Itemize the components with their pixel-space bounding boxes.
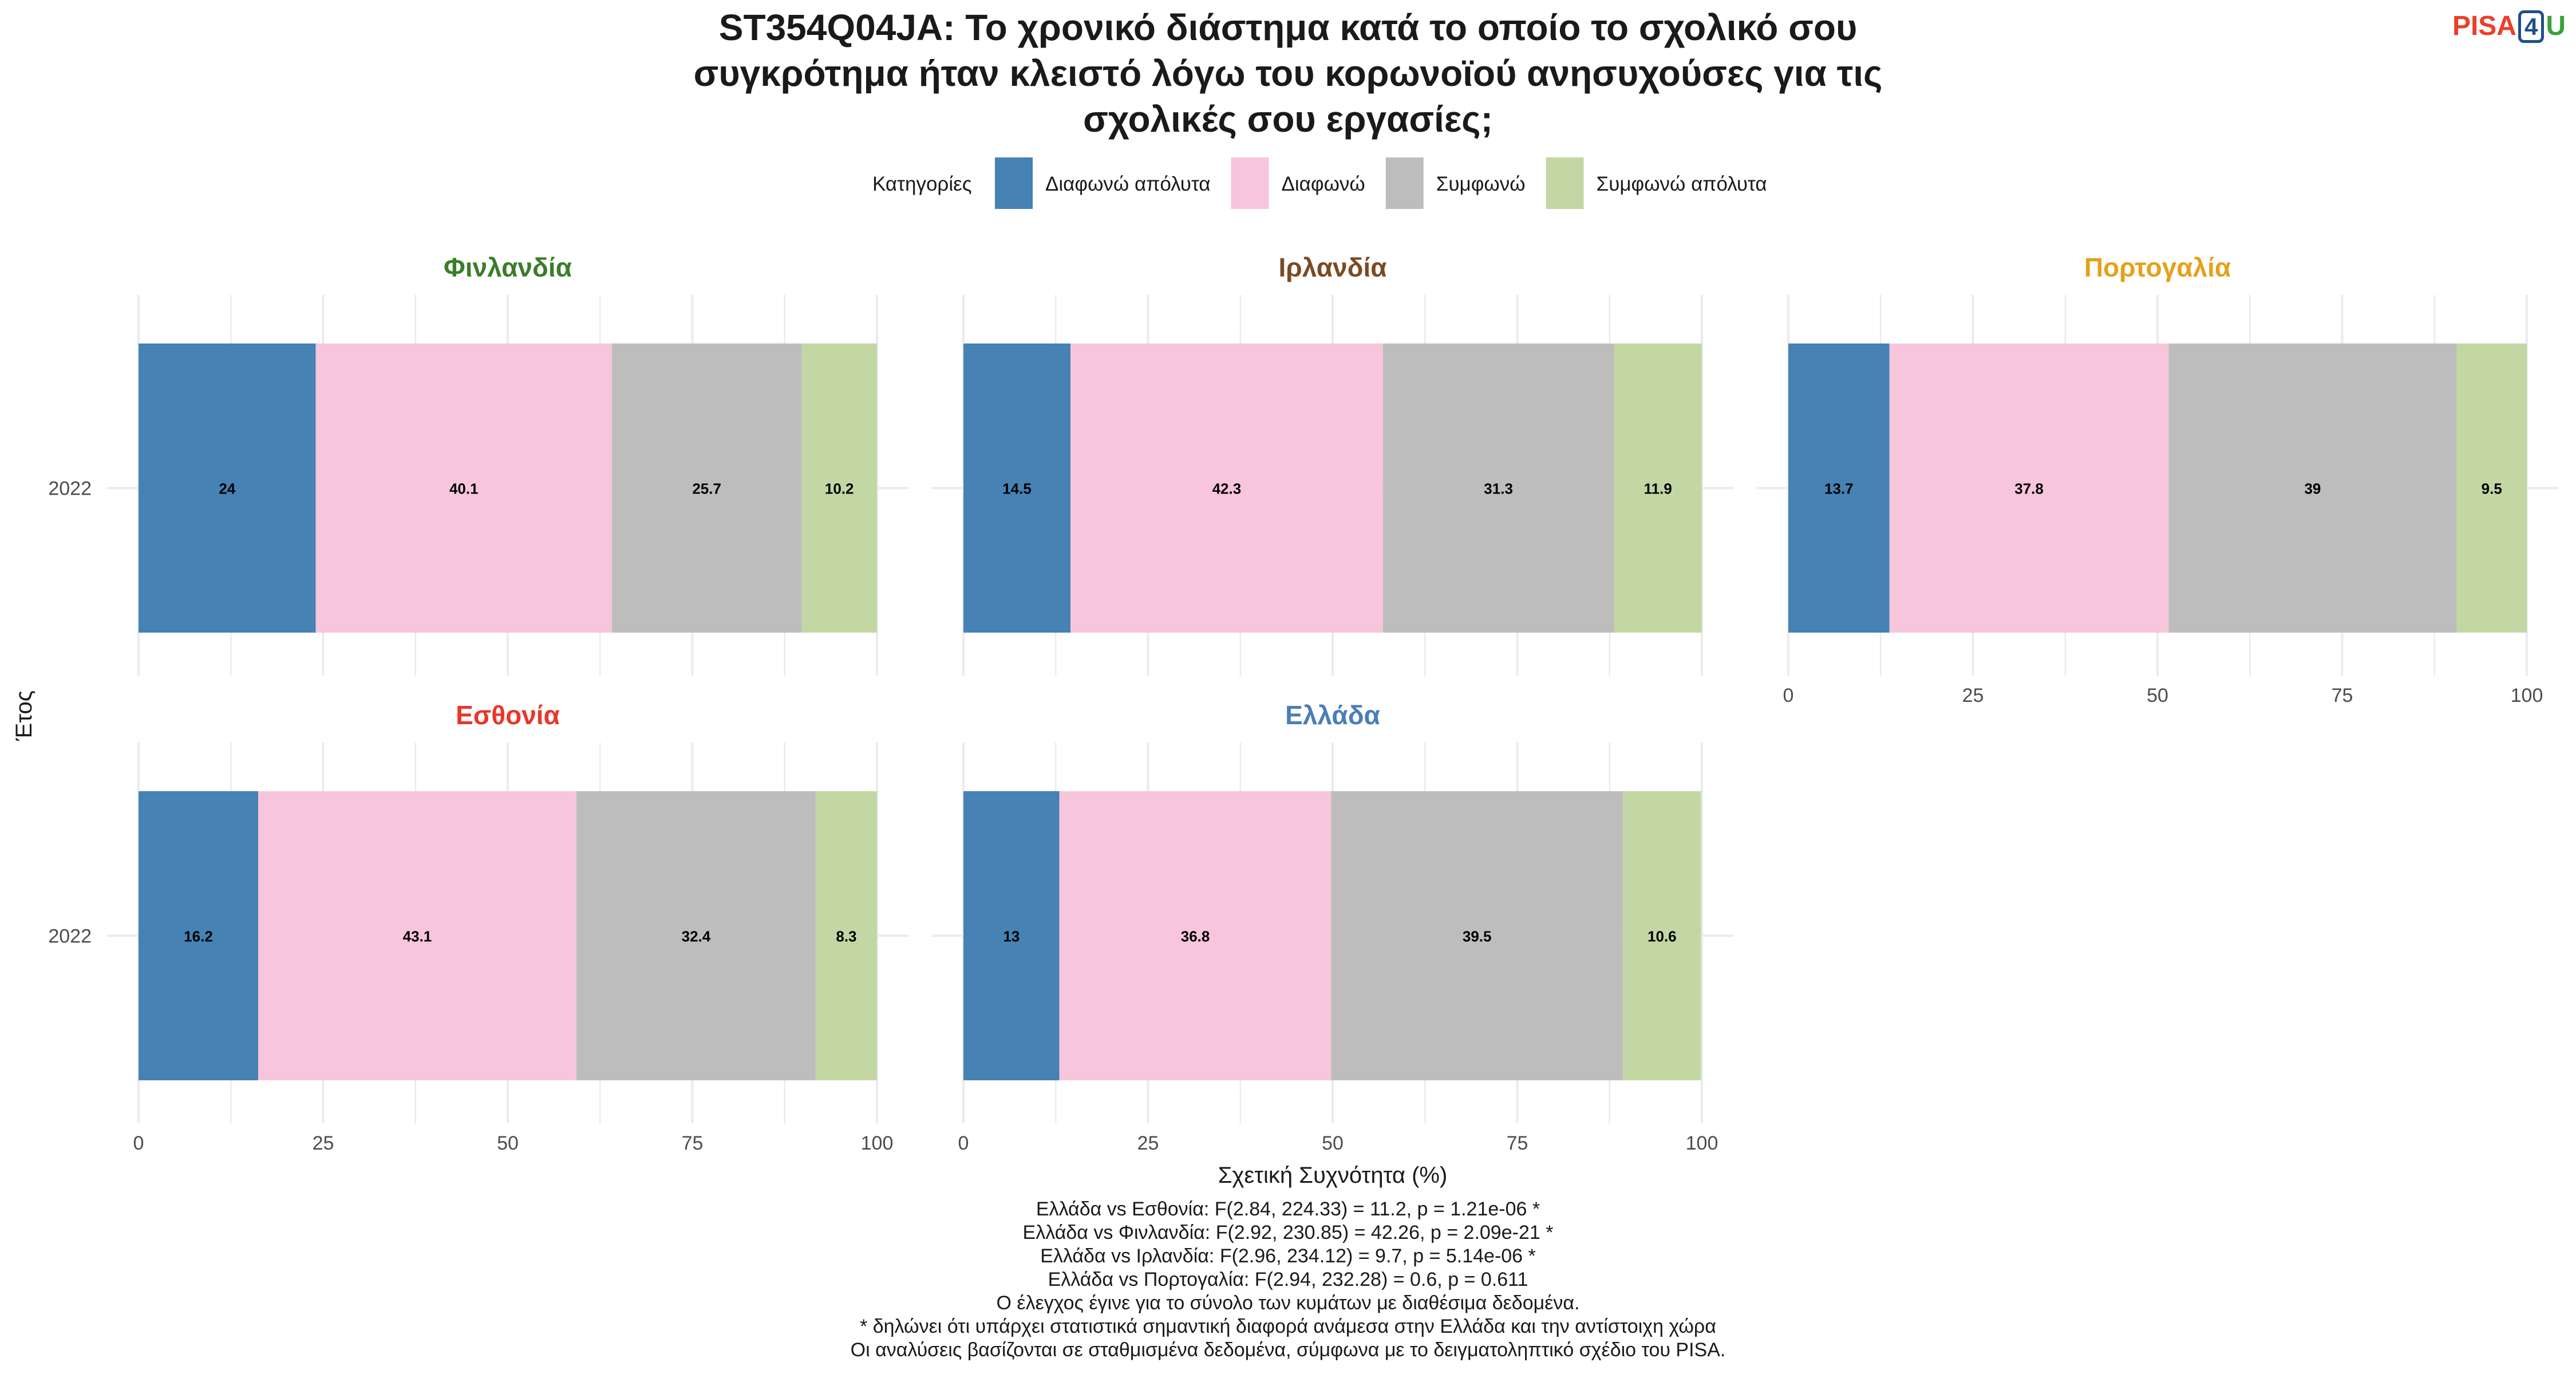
data-label-1-3: 25.7 (692, 480, 721, 498)
footnote-line: Ελλάδα vs Εσθονία: F(2.84, 224.33) = 11.… (1036, 1198, 1540, 1220)
bar-segment-3-2 (1889, 344, 2169, 633)
bar-segment-2-3 (1382, 344, 1614, 633)
bar-segment-2-2 (1070, 344, 1383, 633)
footnotes: Ελλάδα vs Εσθονία: F(2.84, 224.33) = 11.… (286, 1198, 2290, 1362)
x-tick-label: 25 (313, 1132, 334, 1154)
legend-key-3 (1385, 157, 1424, 209)
legend-label-3: Συμφωνώ (1436, 173, 1526, 195)
data-label-4-1: 16.2 (184, 928, 213, 945)
bar-segment-5-2 (1059, 791, 1332, 1080)
chart-title-line-3: σχολικές σου εργασίες; (1083, 98, 1493, 140)
x-tick-label: 50 (2147, 685, 2168, 706)
data-label-5-4: 10.6 (1647, 928, 1677, 945)
footnote-line: Ο έλεγχος έγινε για το σύνολο των κυμάτω… (996, 1292, 1580, 1314)
legend-label-4: Συμφωνώ απόλυτα (1597, 173, 1767, 195)
legend-label-1: Διαφωνώ απόλυτα (1045, 173, 1211, 195)
x-tick-label: 50 (1322, 1132, 1344, 1154)
data-label-4-2: 43.1 (403, 928, 432, 945)
x-tick-label: 25 (1137, 1132, 1159, 1154)
footnote-line: Ελλάδα vs Φινλανδία: F(2.92, 230.85) = 4… (1022, 1222, 1554, 1243)
bar-segment-3-3 (2168, 344, 2457, 633)
data-label-1-4: 10.2 (825, 480, 854, 498)
x-tick-label: 100 (2511, 685, 2543, 706)
data-label-2-3: 31.3 (1484, 480, 1513, 498)
x-tick-label: 75 (682, 1132, 704, 1154)
panel-title-2: Ιρλανδία (1278, 252, 1386, 282)
logo-part-u: U (2546, 11, 2566, 41)
footnote-line: Ελλάδα vs Ιρλανδία: F(2.96, 234.12) = 9.… (1040, 1245, 1536, 1267)
bar-segment-5-1 (963, 791, 1060, 1080)
bar-segment-5-4 (1622, 791, 1701, 1080)
data-label-4-4: 8.3 (836, 928, 856, 945)
pisa4u-logo: PISA 4 U (2452, 9, 2566, 44)
data-label-4-3: 32.4 (682, 928, 711, 945)
legend-title: Κατηγορίες (872, 173, 972, 195)
footnote-line: * δηλώνει ότι υπάρχει στατιστικά σημαντι… (860, 1316, 1716, 1337)
data-label-3-2: 37.8 (2014, 480, 2044, 498)
bar-segment-3-1 (1788, 344, 1890, 633)
x-tick-label: 0 (958, 1132, 969, 1154)
logo-part-4: 4 (2518, 10, 2545, 43)
chart-title-line-2: συγκρότημα ήταν κλειστό λόγω του κορωνοϊ… (693, 53, 1883, 94)
data-label-1-1: 24 (219, 480, 235, 498)
legend-label-2: Διαφωνώ (1282, 173, 1365, 195)
x-tick-label: 50 (497, 1132, 519, 1154)
bar-segment-4-4 (815, 791, 877, 1080)
logo-part-pisa: PISA (2452, 11, 2516, 41)
y-axis-title: Έτος (11, 690, 37, 741)
footnote-line: Οι αναλύσεις βασίζονται σε σταθμισμένα δ… (850, 1339, 1726, 1361)
x-tick-label: 100 (1686, 1132, 1718, 1154)
data-label-5-3: 39.5 (1463, 928, 1492, 945)
x-axis-title: Σχετική Συχνότητα (%) (1218, 1163, 1448, 1188)
footnote-line: Ελλάδα vs Πορτογαλία: F(2.94, 232.28) = … (1048, 1269, 1528, 1290)
x-tick-label: 0 (133, 1132, 144, 1154)
bar-segment-1-2 (315, 344, 612, 633)
panel-title-3: Πορτογαλία (2084, 252, 2231, 282)
data-label-1-2: 40.1 (449, 480, 479, 498)
x-tick-label: 25 (1962, 685, 1984, 706)
x-tick-label: 75 (2332, 685, 2353, 706)
chart-title-line-1: ST354Q04JA: Το χρονικό διάστημα κατά το … (718, 7, 1858, 48)
bar-segment-3-4 (2456, 344, 2527, 633)
bar-segment-5-3 (1331, 791, 1623, 1080)
y-tick-label: 2022 (48, 478, 92, 500)
bar-segment-2-1 (963, 344, 1071, 633)
chart-title: ST354Q04JA: Το χρονικό διάστημα κατά το … (401, 5, 2175, 142)
bar-segment-4-1 (139, 791, 258, 1080)
legend-key-1 (995, 157, 1033, 209)
bar-segment-1-1 (139, 344, 316, 633)
data-label-3-3: 39 (2304, 480, 2321, 498)
data-label-3-1: 13.7 (1824, 480, 1854, 498)
y-tick-label: 2022 (48, 926, 92, 947)
legend-key-2 (1231, 157, 1269, 209)
bar-segment-4-3 (576, 791, 816, 1080)
data-label-5-1: 13 (1003, 928, 1020, 945)
bar-segment-2-4 (1614, 344, 1702, 633)
x-tick-label: 100 (861, 1132, 894, 1154)
bar-segment-1-4 (801, 344, 877, 633)
bar-segment-1-3 (611, 344, 802, 633)
legend-key-4 (1546, 157, 1584, 209)
x-tick-label: 75 (1507, 1132, 1528, 1154)
data-label-2-1: 14.5 (1002, 480, 1032, 498)
bar-segment-4-2 (258, 791, 576, 1080)
data-label-3-4: 9.5 (2482, 480, 2502, 498)
panel-title-1: Φινλανδία (444, 252, 572, 282)
panel-title-4: Εσθονία (456, 700, 560, 730)
panel-title-5: Ελλάδα (1285, 700, 1380, 730)
data-label-2-4: 11.9 (1644, 480, 1672, 498)
data-label-5-2: 36.8 (1181, 928, 1210, 945)
x-tick-label: 0 (1783, 685, 1794, 706)
data-label-2-2: 42.3 (1212, 480, 1242, 498)
